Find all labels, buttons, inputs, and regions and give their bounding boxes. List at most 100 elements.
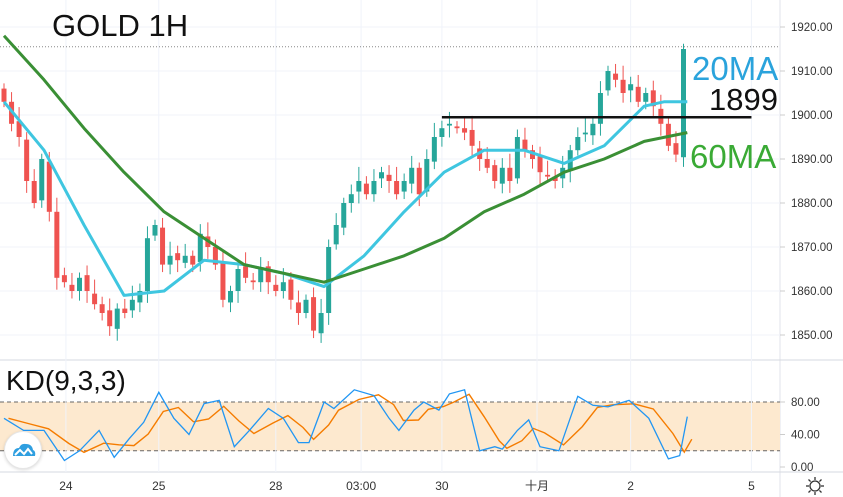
candle-body <box>484 159 490 168</box>
candle-body <box>590 123 596 136</box>
x-tick-label: 2 <box>627 479 634 493</box>
ma-line-20MA <box>2 100 688 297</box>
candle <box>620 65 626 103</box>
candle <box>265 261 271 295</box>
candle-body <box>409 167 415 184</box>
y-tick-label: 1850.00 <box>791 330 833 342</box>
candle <box>590 116 596 145</box>
candle <box>401 173 407 200</box>
candle <box>650 80 656 116</box>
candle-body <box>84 275 90 291</box>
candle <box>446 111 452 138</box>
x-tick-label: 24 <box>59 479 73 493</box>
candle-body <box>522 139 528 151</box>
kd-y-tick-label: 0.00 <box>791 462 813 474</box>
x-tick-label: 30 <box>435 479 449 493</box>
candle <box>84 265 90 303</box>
y-tick-label: 1900.00 <box>791 110 833 122</box>
candle <box>567 144 573 183</box>
candle <box>137 283 143 313</box>
tradingview-cloud-icon[interactable] <box>4 431 42 469</box>
candle-body <box>273 284 279 291</box>
candle-body <box>295 302 301 313</box>
candle <box>182 243 188 269</box>
candle <box>92 279 98 310</box>
candle-body <box>280 282 286 291</box>
ma60-label: 60MA <box>690 138 777 175</box>
candle <box>39 153 45 208</box>
candle <box>99 296 105 321</box>
candle-body <box>628 84 634 91</box>
candle-body <box>514 137 520 179</box>
candle-body <box>235 269 241 291</box>
candle-body <box>122 308 128 313</box>
candle-body <box>46 161 52 212</box>
candle <box>454 121 460 134</box>
candle <box>537 146 543 185</box>
candle-body <box>250 280 256 283</box>
candle <box>295 290 301 325</box>
candle-body <box>507 167 513 181</box>
candle-body <box>575 137 581 151</box>
candle <box>220 250 226 308</box>
candle <box>394 166 400 200</box>
candle-body <box>167 255 173 265</box>
candle-body <box>1 88 7 102</box>
y-tick-label: 1880.00 <box>791 198 833 210</box>
candle-body <box>492 165 498 181</box>
x-tick-label: 25 <box>152 479 166 493</box>
candle <box>628 76 634 103</box>
candle <box>16 107 22 147</box>
candle-body <box>243 266 249 278</box>
candle-body <box>318 313 324 334</box>
candle <box>507 153 513 193</box>
candle <box>69 272 75 299</box>
candle-body <box>212 247 218 265</box>
candle <box>333 213 339 250</box>
candle <box>575 127 581 156</box>
candle-body <box>31 181 37 203</box>
candle <box>431 122 437 170</box>
candle-body <box>341 203 347 228</box>
y-tick-label: 1910.00 <box>791 66 833 78</box>
x-tick-label: 28 <box>269 479 283 493</box>
candle-body <box>545 174 551 177</box>
candle <box>469 115 475 156</box>
candle-body <box>597 93 603 124</box>
candle-body <box>152 225 158 236</box>
candle-body <box>39 159 45 201</box>
candle <box>477 140 483 171</box>
candle <box>363 176 369 200</box>
candle <box>499 158 505 194</box>
ma-line-60MA <box>2 34 688 284</box>
candle-body <box>107 310 113 327</box>
candle <box>439 120 445 147</box>
candle-body <box>605 71 611 91</box>
candle-body <box>175 253 181 261</box>
candle-body <box>635 86 641 102</box>
candle-body <box>220 261 226 300</box>
level-label: 1899 <box>709 82 778 117</box>
candle-body <box>650 90 656 107</box>
candle-body <box>613 73 619 80</box>
candle-body <box>379 172 384 179</box>
gear-icon[interactable] <box>805 476 825 496</box>
candle-body <box>311 297 317 331</box>
candle <box>514 129 520 184</box>
candle-body <box>439 128 445 137</box>
candle-body <box>197 233 203 262</box>
candle <box>107 298 113 336</box>
candle <box>144 226 150 303</box>
candle-body <box>61 275 67 283</box>
candle <box>522 127 528 158</box>
candle <box>31 169 37 209</box>
candle-body <box>454 126 460 129</box>
candle <box>371 169 377 202</box>
x-tick-label: 5 <box>748 479 755 493</box>
chart-title: GOLD 1H <box>52 8 189 43</box>
candle-body <box>114 308 120 329</box>
candle <box>462 118 468 141</box>
candle-body <box>182 255 188 263</box>
kd-k-line <box>3 388 688 462</box>
